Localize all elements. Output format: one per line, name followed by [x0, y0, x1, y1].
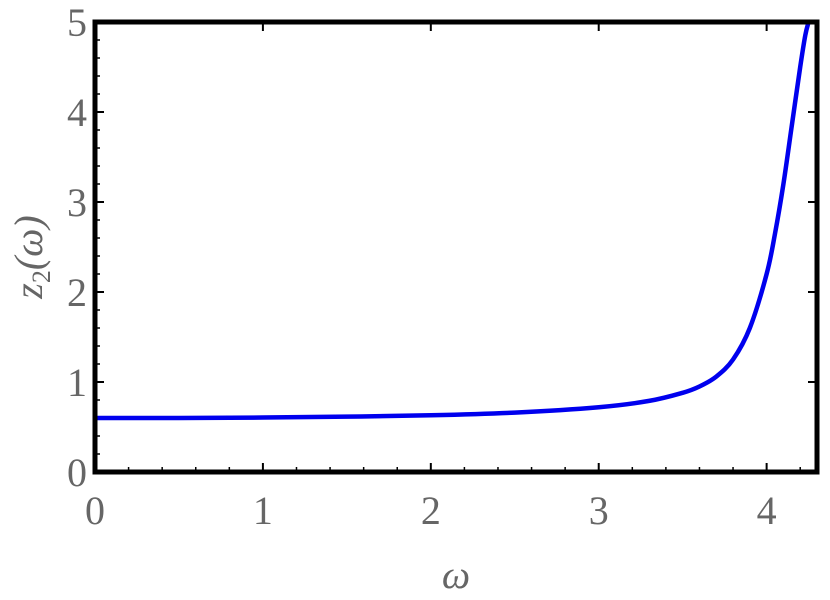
series-line: [94, 21, 811, 421]
x-tick-label: 1: [253, 488, 273, 533]
series-layer: [94, 21, 811, 421]
y-tick-label: 4: [67, 90, 87, 135]
y-tick-label: 1: [67, 360, 87, 405]
ticks-layer: [93, 21, 817, 474]
y-tick-label: 0: [67, 450, 87, 495]
labels-layer: 0 1 2 3 4 0 1 2 3 4 5: [67, 0, 777, 533]
plot-frame: [92, 19, 820, 475]
y-axis-label-arg: (ω): [6, 215, 51, 270]
x-tick-label: 3: [589, 488, 609, 533]
y-tick-label: 2: [67, 270, 87, 315]
x-tick-label: 0: [85, 488, 105, 533]
y-axis-label-sub: 2: [27, 270, 56, 283]
y-tick-label: 5: [67, 0, 87, 45]
x-tick-label: 2: [421, 488, 441, 533]
y-axis-label-var: z: [6, 283, 51, 300]
y-axis-label: z2(ω): [6, 215, 56, 299]
x-axis-label: ω: [442, 552, 470, 597]
y-tick-label: 3: [67, 180, 87, 225]
x-tick-label: 4: [757, 488, 777, 533]
